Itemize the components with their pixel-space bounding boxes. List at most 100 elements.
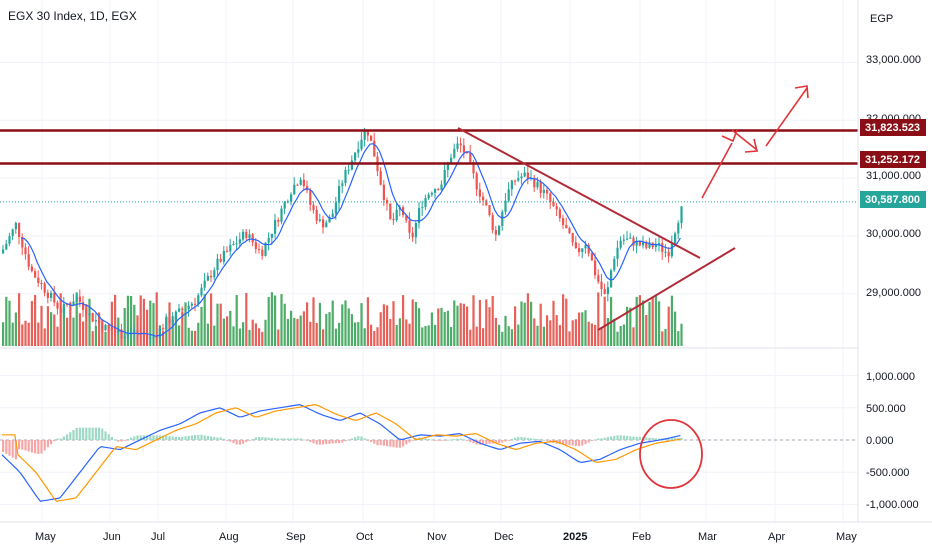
- volume-bar: [232, 326, 235, 346]
- macd-tick-label: 0.000: [866, 435, 894, 447]
- candle-body: [587, 245, 590, 254]
- volume-bar: [235, 295, 238, 346]
- candle-body: [222, 250, 225, 262]
- volume-bar: [571, 320, 574, 346]
- volume-bar: [290, 310, 293, 346]
- candle-body: [325, 222, 328, 228]
- volume-bar: [414, 301, 417, 346]
- volume-bar: [402, 295, 405, 346]
- macd-histogram-bar: [485, 440, 488, 445]
- macd-histogram-bar: [274, 438, 277, 440]
- macd-histogram-bar: [549, 440, 552, 442]
- volume-bar: [504, 315, 507, 346]
- price-axis[interactable]: EGP 33,000.000 32,000.000 31,000.000 30,…: [860, 13, 926, 299]
- macd-histogram-bar: [338, 440, 341, 444]
- macd-histogram-bar: [645, 437, 648, 440]
- time-axis[interactable]: May Jun Jul Aug Sep Oct Nov Dec 2025 Feb…: [35, 531, 857, 543]
- candlesticks[interactable]: [2, 127, 683, 347]
- macd-histogram-bar: [581, 440, 584, 446]
- candle-body: [254, 242, 257, 249]
- volume-bar: [66, 317, 69, 346]
- macd-histogram-bar: [302, 439, 305, 441]
- volume-bar: [114, 294, 117, 346]
- drawings[interactable]: [0, 85, 858, 331]
- volume-bar: [62, 306, 65, 346]
- volume-bar: [450, 327, 453, 346]
- volume-bar: [398, 318, 401, 346]
- volume-bar: [366, 297, 369, 346]
- candle-body: [338, 185, 341, 203]
- volume-bar: [274, 295, 277, 346]
- macd-histogram-bar: [488, 440, 491, 444]
- candle-body: [5, 243, 8, 250]
- candle-body: [597, 275, 600, 282]
- volume-bar: [146, 309, 149, 346]
- candle-body: [434, 189, 437, 193]
- volume-bar: [69, 302, 72, 346]
- macd-histogram-bar: [347, 439, 350, 441]
- volume-bar: [133, 304, 136, 346]
- time-tick-label: Jul: [151, 531, 165, 543]
- macd-histogram-bar: [530, 438, 533, 440]
- time-tick-label: Apr: [768, 531, 785, 543]
- last-price-label: 30,587.800: [865, 194, 920, 206]
- candle-body: [293, 184, 296, 195]
- candle-body: [331, 213, 334, 218]
- macd-histogram-bar: [280, 438, 283, 440]
- macd-tick-label: -1,000.000: [866, 499, 919, 511]
- macd-histogram-bar: [651, 438, 654, 440]
- volume-bar: [331, 300, 334, 346]
- macd-histogram-bar: [222, 438, 225, 440]
- volume-bar: [53, 314, 56, 346]
- candle-body: [21, 236, 24, 248]
- macd-histogram-bar: [11, 440, 14, 458]
- macd-histogram-bar: [501, 440, 504, 443]
- candle-body: [286, 201, 289, 203]
- volume-bar: [347, 308, 350, 346]
- macd-histogram-bar: [21, 440, 24, 450]
- macd-histogram-bar: [379, 440, 382, 446]
- volume-bar: [261, 331, 264, 346]
- candle-body: [181, 308, 184, 311]
- volume-bar: [238, 328, 241, 346]
- candle-body: [46, 292, 49, 298]
- candle-body: [274, 219, 277, 234]
- volume-bar: [194, 330, 197, 346]
- volume-bar: [395, 324, 398, 346]
- macd-histogram-bar: [533, 438, 536, 440]
- currency-label: EGP: [870, 13, 893, 25]
- volume-bar: [514, 306, 517, 346]
- macd-histogram-bar: [110, 437, 113, 440]
- macd-histogram-bar: [270, 437, 273, 440]
- volume-bar: [5, 296, 8, 346]
- candle-body: [462, 145, 465, 153]
- candle-body: [459, 143, 462, 146]
- macd-histogram-bar: [69, 432, 72, 440]
- volume-bar: [574, 319, 577, 346]
- volume-bar: [578, 312, 581, 346]
- volume-bar: [667, 306, 670, 346]
- volume-bar: [206, 323, 209, 346]
- candle-body: [507, 189, 510, 201]
- candle-body: [517, 178, 520, 181]
- candle-body: [232, 244, 235, 246]
- candle-body: [210, 275, 213, 278]
- candle-body: [27, 254, 30, 267]
- candle-body: [264, 242, 267, 256]
- candle-body: [53, 292, 56, 303]
- macd-tick-label: 1,000.000: [866, 371, 915, 383]
- macd-histogram-bar: [568, 440, 571, 446]
- projection-arrow: [701, 142, 733, 199]
- macd-histogram-bar: [120, 440, 123, 442]
- volume-bar: [299, 315, 302, 346]
- volume-bar: [392, 301, 395, 346]
- macd-histogram-bar: [293, 438, 296, 440]
- candle-body: [514, 180, 517, 182]
- macd-histogram-bar: [450, 439, 453, 441]
- macd-axis[interactable]: 1,000.000 500.000 0.000 -500.000 -1,000.…: [866, 371, 919, 511]
- macd-histogram-bar: [200, 434, 203, 440]
- candle-body: [315, 209, 318, 221]
- volume-bar: [360, 303, 363, 346]
